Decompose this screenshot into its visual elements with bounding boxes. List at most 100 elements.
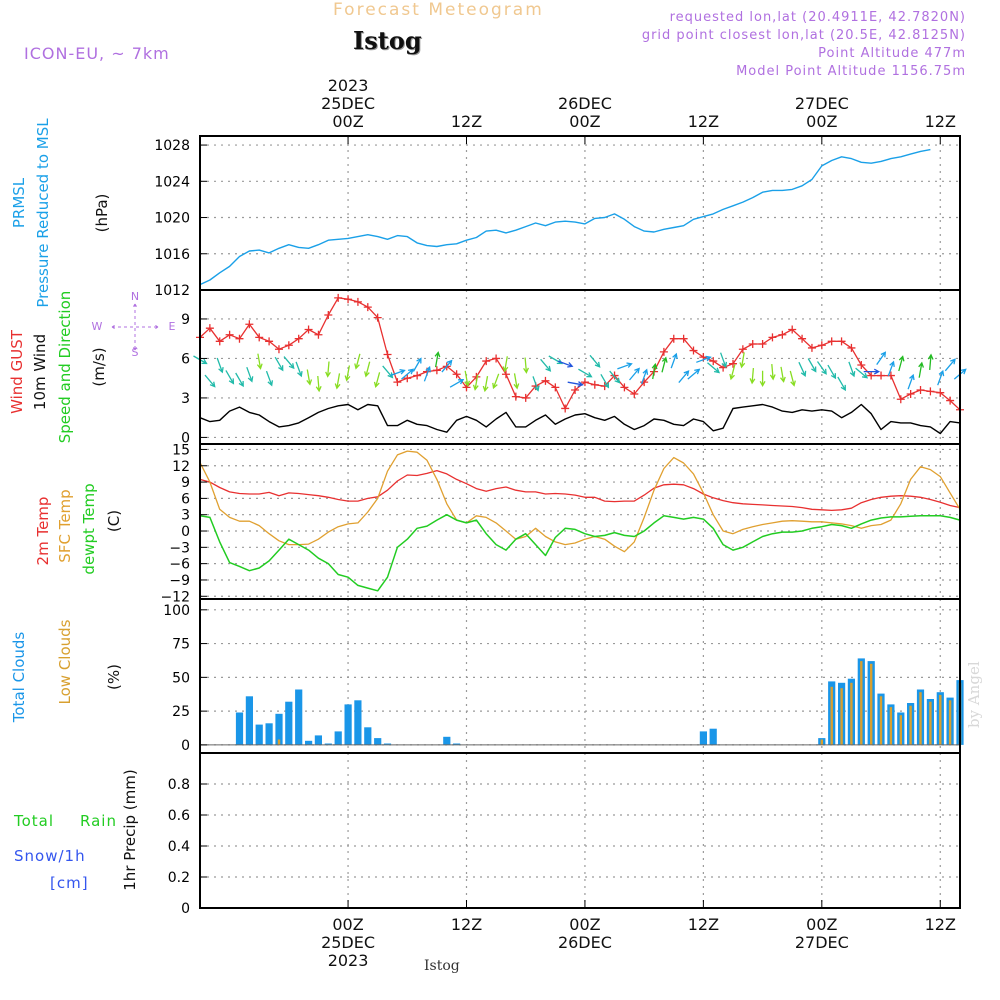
wind-gust-marker [847, 343, 856, 352]
wind-gust-marker [245, 320, 254, 329]
total-clouds-title-label: Total Clouds [10, 632, 28, 724]
total-cloud-bar [265, 723, 273, 745]
wind-gust-marker [669, 334, 678, 343]
wind-gust-marker [857, 361, 866, 370]
temp-2m-title-label: 2m Temp [34, 497, 52, 566]
total-cloud-bar [699, 731, 707, 745]
clouds-ytick-label: 0 [181, 738, 190, 754]
wind-gust-marker [807, 343, 816, 352]
total-cloud-bar [453, 743, 461, 745]
wind-direction-arrow [315, 375, 322, 393]
compass-south-label: S [132, 346, 139, 359]
low-cloud-bar [948, 700, 952, 745]
wind-gust-marker [590, 380, 599, 389]
temperature-ytick-label: 6 [181, 491, 190, 507]
wind-direction-arrow [887, 360, 895, 377]
dewpt-line [199, 513, 961, 592]
wind-direction-arrow [816, 361, 827, 375]
wind-direction-arrow [729, 364, 736, 381]
footer-station: Istog [424, 958, 460, 974]
temp-2m-title-label-group: 2m Temp [34, 497, 52, 566]
wind-gust-marker [363, 303, 372, 312]
wind-gust-marker [383, 350, 392, 359]
pressure-subtitle-label-group: Pressure Reduced to MSL [34, 118, 52, 308]
wind-gust-marker [284, 341, 293, 350]
wind-direction-arrow [449, 379, 465, 388]
wind-ytick-label: 0 [181, 430, 190, 446]
wind-direction-arrow [364, 361, 371, 378]
top-time-label: 25DEC [321, 94, 375, 113]
wind-direction-arrow [482, 375, 489, 393]
temp-sfc-line [199, 450, 961, 553]
total-cloud-bar [354, 700, 362, 745]
point-altitude: Point Altitude 477m [818, 46, 966, 61]
temperature-ytick-label: −6 [169, 557, 190, 573]
wind-gust-marker [304, 325, 313, 334]
total-cloud-bar [443, 736, 451, 745]
wind-direction-arrow [807, 358, 817, 373]
model-label: ICON-EU, ~ 7km [24, 44, 170, 63]
wind-gust-marker [225, 330, 234, 339]
wind-direction-arrow [907, 373, 915, 390]
top-time-label: 27DEC [795, 94, 849, 113]
wind-direction-arrow [423, 365, 431, 382]
wind-gust-line [199, 297, 961, 411]
bottom-time-label: 25DEC [321, 933, 375, 952]
temperature-ytick-label: −9 [169, 573, 190, 589]
wind-direction-arrow [492, 373, 500, 390]
low-cloud-bar [889, 707, 893, 745]
wind-gust-marker [827, 337, 836, 346]
wind-ytick-label: 3 [181, 391, 190, 407]
compass-east-label: E [169, 320, 176, 333]
wind-direction-arrow [687, 368, 701, 380]
wind-gust-marker [837, 337, 846, 346]
temperature-ytick-label: 15 [172, 442, 190, 458]
wind-gust-marker [689, 346, 698, 355]
wind-direction-arrow [540, 358, 552, 372]
wind-gust-marker [393, 378, 402, 387]
wind-direction-arrow [401, 368, 415, 380]
temperature-ytick-label: 0 [181, 524, 190, 540]
total-cloud-bar [383, 743, 392, 745]
temperature-ytick-label: 9 [181, 475, 190, 491]
wind-gust-marker [936, 388, 945, 397]
wind-gust-marker [768, 333, 777, 342]
wind-direction-arrow [707, 362, 721, 374]
wind-gust-marker [817, 341, 826, 350]
low-cloud-bar [870, 663, 873, 745]
total-cloud-bar [275, 713, 283, 745]
wind-gust-marker [344, 295, 353, 304]
wind-direction-arrow [617, 362, 633, 370]
bottom-time-label: 12Z [688, 915, 719, 934]
low-cloud-bar [919, 692, 922, 745]
pressure-subtitle-label: Pressure Reduced to MSL [34, 118, 52, 308]
wind-direction-arrow [855, 367, 869, 379]
wind-gust-marker [798, 334, 807, 343]
low-cloud-bar [820, 739, 823, 745]
wind-direction-arrow [837, 376, 846, 392]
grid-point-coords: grid point closest lon,lat (20.5E, 42.81… [641, 28, 966, 43]
wind-gust-marker [403, 374, 412, 383]
credit-watermark: by Angel [965, 661, 983, 728]
bottom-time-label: 26DEC [558, 933, 612, 952]
wind-gust-marker [452, 370, 461, 379]
wind-direction-arrow [827, 364, 837, 380]
wind-gust-marker [916, 386, 925, 395]
wind-gust-marker [640, 378, 649, 387]
wind-direction-arrow [629, 367, 640, 381]
wind-direction-arrow [798, 361, 807, 378]
wind-unit-label: (m/s) [90, 347, 108, 386]
wind-direction-arrow [325, 361, 331, 378]
wind-direction-arrow [696, 355, 712, 363]
wind-direction-arrow [265, 370, 274, 387]
low-cloud-bar [840, 688, 843, 745]
wind-gust-marker [561, 404, 570, 413]
temperature-ytick-label: −3 [169, 540, 190, 556]
low-cloud-bar [879, 696, 883, 745]
low-cloud-bar [939, 694, 942, 745]
precip-axis-title-label: 1hr Precip (mm) [121, 769, 139, 890]
clouds-panel-frame [199, 598, 961, 754]
temperature-ytick-label: −12 [160, 589, 190, 605]
wind-direction-arrow [274, 356, 284, 372]
